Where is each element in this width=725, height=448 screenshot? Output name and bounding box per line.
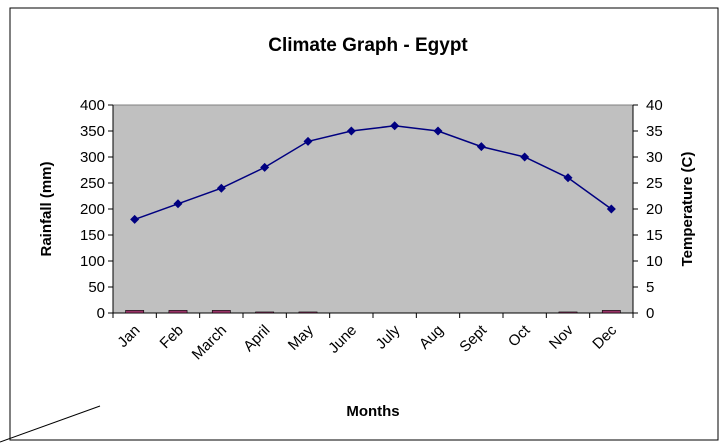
y-left-tick-label: 100 — [80, 253, 105, 270]
y-left-tick-label: 350 — [80, 123, 105, 140]
temperature-point — [173, 199, 183, 209]
y-left-tick-label: 250 — [80, 175, 105, 192]
plot-area — [112, 104, 634, 314]
temperature-point — [303, 136, 313, 146]
y-axis-right: 0 5 10 15 20 25 30 35 40 — [632, 97, 663, 322]
y-right-tick-label: 0 — [646, 305, 654, 322]
temperature-point — [476, 142, 486, 152]
rainfall-bar — [125, 310, 145, 314]
temperature-point — [260, 162, 270, 172]
y-right-tick-label: 15 — [646, 227, 663, 244]
stray-line — [0, 405, 101, 443]
temperature-point — [346, 126, 356, 136]
y-right-tick-label: 5 — [646, 279, 654, 296]
rainfall-bar — [558, 311, 578, 314]
y-left-tick-label: 0 — [97, 305, 105, 322]
temperature-point — [433, 126, 443, 136]
temperature-series — [130, 121, 616, 224]
y-left-tick-label: 150 — [80, 227, 105, 244]
rainfall-bar — [255, 311, 275, 314]
rainfall-bars — [125, 310, 621, 314]
temperature-point — [390, 121, 400, 131]
rainfall-bar — [168, 310, 188, 314]
y-left-tick-label: 50 — [88, 279, 105, 296]
y-left-tick-label: 200 — [80, 201, 105, 218]
y-right-tick-label: 25 — [646, 175, 663, 192]
x-axis-title: Months — [346, 403, 399, 420]
temperature-point — [563, 173, 573, 183]
chart-title: Climate Graph - Egypt — [268, 35, 468, 56]
y-right-tick-label: 30 — [646, 149, 663, 166]
y-right-tick-label: 40 — [646, 97, 663, 114]
y-axis-left: 0 50 100 150 200 250 300 350 400 — [80, 97, 114, 322]
y-right-tick-label: 10 — [646, 253, 663, 270]
rainfall-bar — [298, 311, 318, 314]
temperature-point — [520, 152, 530, 162]
y-axis-right-title: Temperature (C) — [679, 152, 696, 267]
y-right-tick-label: 35 — [646, 123, 663, 140]
temperature-point — [606, 204, 616, 214]
y-axis-left-title: Rainfall (mm) — [38, 161, 55, 256]
y-left-tick-label: 300 — [80, 149, 105, 166]
temperature-point — [130, 214, 140, 224]
temperature-point — [216, 183, 226, 193]
y-right-tick-label: 20 — [646, 201, 663, 218]
rainfall-bar — [601, 310, 621, 314]
temperature-line — [134, 125, 612, 221]
y-left-tick-label: 400 — [80, 97, 105, 114]
rainfall-bar — [211, 310, 231, 314]
